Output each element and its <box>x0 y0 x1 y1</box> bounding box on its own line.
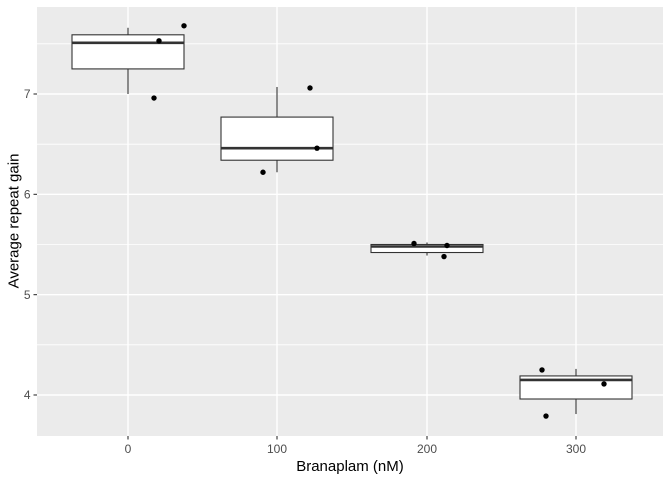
y-tick-label: 4 <box>24 388 31 402</box>
data-point <box>307 85 313 91</box>
data-point <box>444 242 450 249</box>
y-tick-label: 7 <box>24 87 31 101</box>
data-point <box>314 145 320 151</box>
x-tick-label: 300 <box>566 442 586 456</box>
panel-background <box>37 7 663 436</box>
y-tick-label: 6 <box>24 188 31 202</box>
data-point <box>539 367 545 373</box>
data-point <box>411 240 417 247</box>
data-point <box>441 253 447 260</box>
data-point <box>543 413 549 419</box>
x-tick-label: 100 <box>267 442 287 456</box>
box-200 <box>370 243 484 254</box>
y-tick-label: 5 <box>24 288 31 302</box>
data-point <box>260 169 266 175</box>
x-axis-title: Branaplam (nM) <box>296 458 404 475</box>
y-axis-title: Average repeat gain <box>5 153 23 289</box>
x-tick-label: 0 <box>125 442 132 456</box>
box-100 <box>220 116 334 161</box>
box-0 <box>71 34 185 70</box>
x-tick-label: 200 <box>417 442 437 456</box>
data-point <box>181 23 187 29</box>
data-point <box>151 95 157 101</box>
data-point <box>601 381 607 387</box>
data-point <box>156 38 162 44</box>
